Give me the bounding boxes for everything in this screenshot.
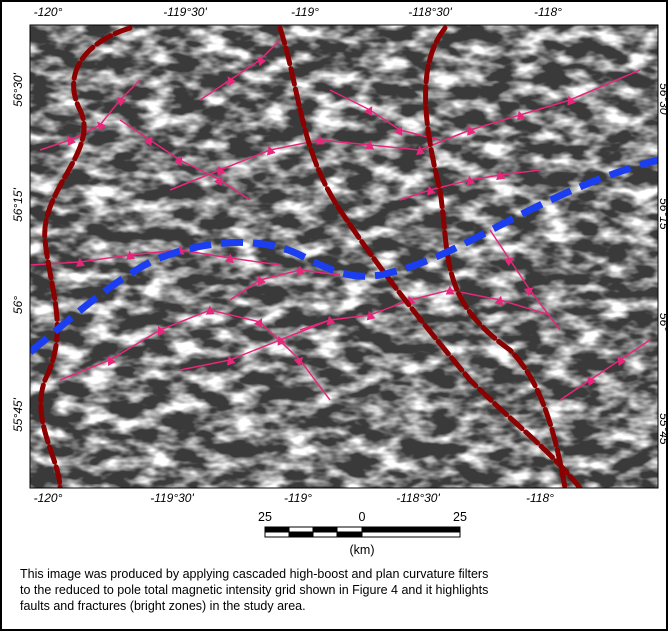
right-latitude-label: 55°45' (657, 413, 668, 447)
scale-label: 25 (453, 510, 467, 524)
right-latitude-label: 56°15' (657, 198, 668, 232)
right-latitude-label: 56° (657, 313, 668, 331)
left-latitude-label: 56°30' (11, 72, 25, 106)
left-latitude-label: 56°15' (11, 187, 25, 221)
scale-bar (264, 526, 461, 538)
top-longitude-label: -118°30' (408, 5, 452, 19)
top-longitude-label: -119° (291, 5, 319, 19)
faults (30, 39, 651, 401)
scale-label: 25 (258, 510, 272, 524)
map-image (30, 25, 658, 488)
caption-line: This image was produced by applying casc… (20, 567, 488, 581)
major-faults (38, 25, 583, 488)
bottom-longitude-label: -118°30' (396, 491, 440, 505)
caption-line: faults and fractures (bright zones) in t… (20, 599, 306, 613)
map-frame (29, 24, 659, 489)
right-latitude-label: 56°30' (657, 83, 668, 117)
bottom-longitude-label: -118° (526, 491, 554, 505)
bottom-longitude-label: -120° (34, 491, 63, 505)
bottom-longitude-label: -119°30' (150, 491, 194, 505)
bottom-longitude-label: -119° (284, 491, 312, 505)
caption-line: to the reduced to pole total magnetic in… (20, 583, 488, 597)
scale-label: 0 (359, 510, 366, 524)
top-longitude-label: -120° (34, 5, 63, 19)
left-latitude-label: 56° (11, 296, 25, 314)
left-latitude-label: 55°45' (11, 397, 25, 431)
top-longitude-label: -119°30' (163, 5, 207, 19)
top-longitude-label: -118° (534, 5, 562, 19)
scale-unit: (km) (350, 543, 375, 557)
